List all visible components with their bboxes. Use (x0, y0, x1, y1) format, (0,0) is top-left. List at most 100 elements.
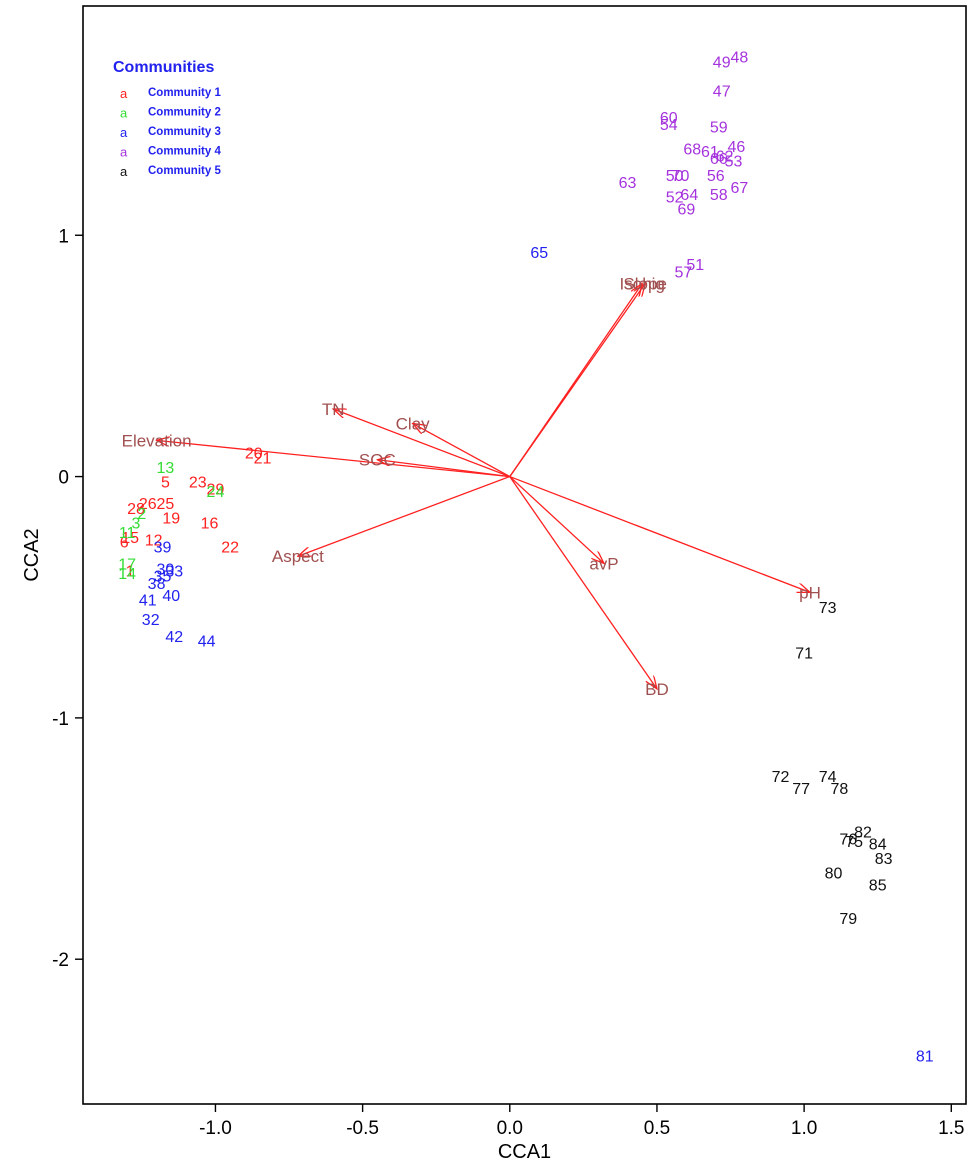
site-point-label: 72 (772, 769, 790, 786)
site-point-label: 29 (207, 482, 225, 499)
site-point-label: 68 (683, 141, 701, 158)
site-point-label: 6 (120, 535, 129, 552)
site-point-label: 76 (839, 832, 857, 849)
legend-label: Community 1 (148, 87, 221, 99)
vector-arrow-ph (509, 475, 810, 593)
site-point-label: 2 (137, 506, 146, 523)
site-point-label: 69 (677, 202, 695, 219)
site-point-label: 17 (118, 556, 136, 573)
legend-symbol: a (120, 145, 128, 160)
site-point-label: 11 (119, 525, 136, 542)
x-tick-label: 0.5 (644, 1118, 670, 1139)
site-point-label: 44 (198, 634, 216, 651)
site-point-label: 84 (869, 836, 887, 853)
site-point-label: 41 (139, 593, 157, 610)
site-point-label: 70 (672, 168, 690, 185)
legend-title: Communities (113, 59, 214, 76)
site-point-label: 51 (686, 257, 704, 274)
site-point-label: 14 (118, 566, 136, 583)
site-point-label: 57 (675, 264, 693, 281)
site-point-label: 81 (916, 1049, 934, 1066)
vector-arrow-isohig (509, 284, 642, 477)
vector-label-clay: Clay (396, 414, 431, 433)
site-point-label: 63 (619, 175, 637, 192)
site-point-label: 60 (660, 110, 678, 127)
site-point-label: 52 (666, 190, 684, 207)
site-point-label: 5 (161, 474, 170, 491)
site-point-label: 80 (825, 865, 843, 882)
site-point-label: 12 (145, 532, 163, 549)
x-tick-label: 0.0 (497, 1118, 523, 1139)
vector-arrow-tn (333, 409, 511, 478)
site-point-label: 33 (165, 564, 183, 581)
site-point-label: 64 (680, 187, 698, 204)
site-point-label: 1 (126, 564, 135, 581)
vector-arrow-bd (509, 476, 657, 689)
site-point-label: 82 (854, 824, 872, 841)
site-point-label: 74 (819, 769, 837, 786)
vector-label-ph: pH (799, 583, 821, 602)
site-point-label: 50 (666, 168, 684, 185)
site-point-label: 3 (132, 515, 141, 532)
legend-symbol: a (120, 106, 128, 121)
site-point-label: 23 (189, 474, 207, 491)
vector-arrow-soc (377, 460, 510, 478)
site-point-label: 65 (530, 245, 548, 262)
site-point-label: 32 (142, 612, 160, 629)
y-axis-title: CCA2 (21, 528, 43, 581)
site-point-label: 79 (839, 911, 857, 928)
legend-symbol: a (120, 164, 128, 179)
site-point-label: 71 (795, 646, 813, 663)
site-point-label: 20 (245, 445, 263, 462)
vector-arrow-clay (413, 423, 511, 478)
site-point-label: 15 (121, 530, 139, 547)
site-point-label: 83 (875, 851, 893, 868)
site-point-label: 13 (157, 460, 175, 477)
site-point-label: 53 (725, 153, 743, 170)
site-point-label: 49 (713, 55, 731, 72)
y-tick-label: 0 (58, 468, 69, 489)
site-point-label: 19 (162, 511, 180, 528)
vector-label-soc: SOC (359, 451, 396, 470)
site-point-label: 62 (716, 149, 734, 166)
vector-label-aspect: Aspect (272, 547, 324, 566)
site-point-label: 85 (869, 877, 887, 894)
x-tick-label: 1.5 (938, 1118, 964, 1139)
site-point-label: 21 (254, 450, 272, 467)
site-point-label: 73 (819, 600, 837, 617)
legend-symbol: a (120, 86, 128, 101)
site-point-label: 40 (162, 588, 180, 605)
site-point-label: 78 (831, 781, 849, 798)
y-tick-label: -2 (52, 950, 69, 971)
x-tick-label: -0.5 (346, 1118, 379, 1139)
site-point-label: 42 (165, 629, 183, 646)
site-point-label: 61 (701, 144, 719, 161)
legend-label: Community 2 (148, 107, 221, 119)
legend-label: Community 3 (148, 126, 221, 138)
y-tick-label: -1 (52, 709, 69, 730)
site-point-label: 66 (710, 151, 728, 168)
site-point-label: 16 (201, 515, 219, 532)
site-point-label: 59 (710, 120, 728, 137)
plot-frame (82, 5, 967, 1105)
site-point-label: 28 (127, 501, 145, 518)
site-point-label: 75 (845, 834, 863, 851)
site-point-label: 58 (710, 187, 728, 204)
site-point-label: 77 (792, 781, 810, 798)
site-point-label: 22 (221, 540, 239, 557)
vector-label-tn: TN (322, 400, 345, 419)
vector-label-avp: avP (589, 554, 618, 573)
vector-label-elevation: Elevation (122, 431, 192, 450)
site-point-label: 47 (713, 83, 731, 100)
vector-arrow-elevation (157, 440, 510, 478)
site-point-label: 39 (154, 540, 172, 557)
legend-label: Community 4 (148, 146, 221, 158)
vector-label-bd: BD (645, 680, 669, 699)
site-point-label: 38 (148, 576, 166, 593)
x-tick-label: 1.0 (791, 1118, 817, 1139)
x-axis-title: CCA1 (498, 1141, 551, 1163)
site-point-label: 46 (728, 139, 746, 156)
legend-label: Community 5 (148, 165, 221, 177)
vector-label-isohig: Isohig (620, 275, 665, 294)
